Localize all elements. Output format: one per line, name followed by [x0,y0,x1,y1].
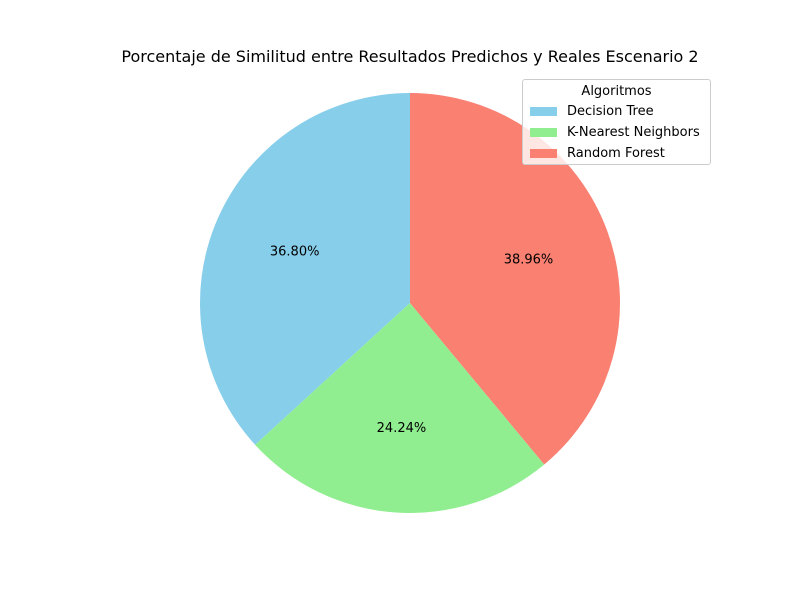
legend-item-decision-tree: Decision Tree [523,101,710,122]
legend-title: Algoritmos [581,84,652,99]
legend-swatch-decision-tree [530,107,557,116]
legend-swatch-random-forest [530,149,557,158]
legend-swatch-k-nearest-neighbors [530,128,557,137]
pie-slice-k-nearest-neighbors [255,303,545,514]
legend-label-decision-tree: Decision Tree [567,104,654,119]
pie-slice-random-forest [410,93,620,465]
pie-slice-labels: 36.80% 24.24% 38.96% [270,245,553,436]
legend-label-random-forest: Random Forest [567,146,665,161]
legend: Algoritmos Decision Tree K-Nearest Neigh… [522,79,711,165]
legend-item-random-forest: Random Forest [523,143,710,164]
pie-label-decision-tree: 36.80% [270,245,320,260]
legend-label-k-nearest-neighbors: K-Nearest Neighbors [567,125,700,140]
pie-slice-decision-tree [199,93,410,445]
chart-title: Porcentaje de Similitud entre Resultados… [121,47,699,66]
pie-label-k-nearest-neighbors: 24.24% [377,421,427,436]
pie-slices [199,93,620,514]
legend-item-k-nearest-neighbors: K-Nearest Neighbors [523,122,710,143]
pie-label-random-forest: 38.96% [504,253,554,268]
